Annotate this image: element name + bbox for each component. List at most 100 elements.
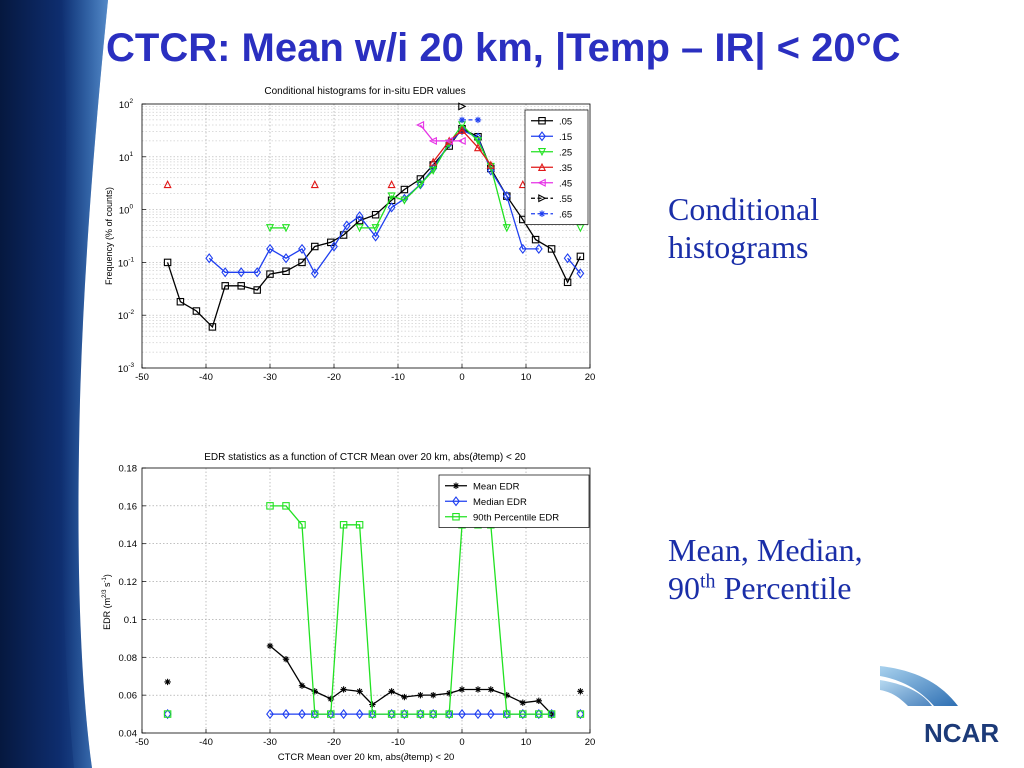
data-point bbox=[577, 688, 584, 695]
data-point bbox=[547, 708, 556, 720]
chart2-title: EDR statistics as a function of CTCR Mea… bbox=[204, 452, 526, 463]
data-point bbox=[208, 323, 217, 331]
data-point bbox=[282, 253, 290, 264]
data-point bbox=[253, 286, 261, 294]
legend-item: .05 bbox=[531, 116, 572, 127]
conditional-histogram-chart: Conditional histograms for in-situ EDR v… bbox=[104, 86, 595, 380]
data-point bbox=[415, 120, 425, 130]
legend-item: Median EDR bbox=[445, 496, 527, 508]
data-point bbox=[400, 710, 409, 718]
data-point bbox=[518, 179, 527, 189]
data-point bbox=[444, 136, 453, 145]
series-4 bbox=[163, 125, 527, 189]
data-point bbox=[163, 710, 172, 718]
data-point bbox=[266, 708, 274, 720]
chart-ytick-label: 0.16 bbox=[119, 501, 138, 512]
series-6 bbox=[458, 102, 467, 111]
data-point bbox=[266, 502, 274, 510]
data-point bbox=[502, 708, 511, 720]
series-7 bbox=[458, 116, 482, 124]
chart2-ylabel-mid: s bbox=[102, 582, 112, 590]
data-point bbox=[457, 136, 466, 145]
data-point bbox=[535, 710, 543, 718]
chart2-xticks: -50 -40 -30 -20 -10 0 10 20 bbox=[135, 729, 595, 748]
chart-ytick-exponent: -2 bbox=[128, 309, 134, 316]
edr-statistics-chart: EDR statistics as a function of CTCR Mea… bbox=[102, 452, 595, 763]
legend-label: .25 bbox=[559, 147, 572, 158]
data-point bbox=[237, 267, 246, 278]
data-point bbox=[430, 691, 437, 699]
chart1-title: Conditional histograms for in-situ EDR v… bbox=[264, 86, 465, 97]
legend-item: .65 bbox=[531, 209, 572, 220]
chart1-grid bbox=[142, 104, 590, 368]
data-point bbox=[486, 160, 495, 169]
legend-marker bbox=[537, 178, 546, 187]
legend-label: .15 bbox=[559, 132, 572, 143]
series-5 bbox=[415, 120, 466, 145]
data-point bbox=[429, 166, 438, 175]
legend-marker bbox=[537, 162, 547, 171]
data-point bbox=[339, 708, 348, 720]
data-point bbox=[518, 243, 527, 255]
chart2-plot-frame bbox=[141, 467, 591, 734]
data-point bbox=[192, 307, 201, 315]
chart-xtick-label: -20 bbox=[327, 737, 341, 748]
chart-ytick-label: 0.1 bbox=[124, 615, 137, 626]
data-point bbox=[486, 162, 495, 172]
data-point bbox=[326, 708, 335, 720]
legend-label: .45 bbox=[559, 178, 572, 189]
data-point bbox=[282, 655, 290, 663]
chart2-xlabel: CTCR Mean over 20 km, abs(∂temp) < 20 bbox=[278, 752, 455, 763]
chart1-legend: .05 .15 .25 .35 .45 .55 .65 bbox=[524, 109, 589, 225]
data-point bbox=[503, 710, 511, 718]
series-line bbox=[419, 124, 462, 142]
data-point bbox=[310, 708, 319, 720]
chart-xtick-label: -10 bbox=[391, 372, 405, 380]
chart-xtick-label: 10 bbox=[521, 372, 532, 380]
data-point bbox=[339, 521, 348, 529]
data-point bbox=[428, 136, 437, 145]
data-point bbox=[458, 102, 467, 111]
chart-ytick-label: 0.12 bbox=[119, 577, 138, 588]
legend-label: .05 bbox=[559, 116, 572, 127]
chart2-grid bbox=[142, 468, 590, 733]
data-point bbox=[282, 267, 290, 275]
chart-xtick-label: 10 bbox=[521, 737, 532, 748]
legend-label: .55 bbox=[559, 194, 572, 205]
legend-label: .35 bbox=[559, 163, 572, 174]
data-point bbox=[429, 710, 437, 718]
data-point bbox=[265, 224, 275, 233]
data-point bbox=[458, 116, 466, 124]
data-point bbox=[355, 708, 364, 720]
data-point bbox=[474, 708, 482, 720]
data-point bbox=[429, 157, 438, 166]
data-point bbox=[355, 224, 364, 233]
chart2-ylabel: EDR (m2/3 s-1) bbox=[102, 574, 112, 630]
data-point bbox=[387, 192, 396, 201]
chart-xtick-label: 20 bbox=[585, 737, 596, 748]
data-point bbox=[164, 678, 171, 686]
data-point bbox=[205, 253, 214, 264]
data-point bbox=[576, 252, 585, 261]
chart-xtick-label: -50 bbox=[135, 737, 149, 748]
chart2-ylabel-sup2: -1 bbox=[102, 576, 108, 582]
series-line bbox=[208, 129, 539, 275]
data-point bbox=[221, 282, 229, 290]
chart-xtick-label: -30 bbox=[263, 737, 277, 748]
data-point bbox=[474, 116, 482, 124]
data-point bbox=[519, 699, 526, 706]
data-point bbox=[330, 241, 338, 252]
data-point bbox=[401, 693, 408, 701]
data-point bbox=[473, 137, 483, 146]
ncar-logo-icon bbox=[880, 666, 958, 706]
legend-marker bbox=[537, 148, 547, 157]
chart-xtick-label: 0 bbox=[459, 737, 464, 748]
data-point bbox=[535, 697, 542, 705]
data-point bbox=[563, 278, 572, 287]
data-point bbox=[163, 179, 172, 189]
note2-line2: 90th Percentile bbox=[668, 569, 988, 607]
chart-ytick-label: 10-1 bbox=[118, 256, 135, 269]
chart1-series bbox=[163, 102, 585, 331]
data-point bbox=[371, 224, 380, 233]
data-point bbox=[298, 258, 306, 267]
